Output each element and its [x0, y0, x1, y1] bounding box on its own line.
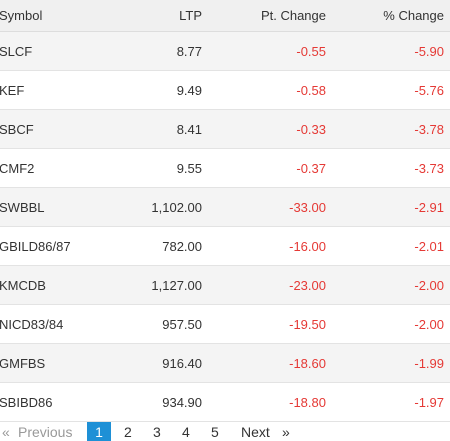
value-cell: -0.33 [296, 121, 326, 137]
header-cell: Symbol [0, 8, 43, 23]
symbol-cell: KEF [0, 82, 25, 98]
header-cell: LTP [179, 8, 202, 23]
value-cell: -16.00 [289, 238, 326, 254]
header-cell: % Change [383, 8, 444, 23]
header-row: Symbol LTP Pt. Change % Change [0, 0, 450, 32]
value-cell: 916.40 [162, 355, 202, 371]
page-link[interactable]: 1 [87, 422, 111, 441]
first-link[interactable]: « [2, 424, 10, 440]
value-cell: -33.00 [289, 199, 326, 215]
value-cell: 1,102.00 [151, 199, 202, 215]
page-link[interactable]: 5 [211, 424, 219, 440]
symbol-cell: SLCF [0, 43, 33, 59]
value-cell: 8.41 [176, 121, 202, 137]
last-link[interactable]: » [282, 424, 290, 440]
value-cell: -0.55 [296, 43, 326, 59]
value-cell: -2.01 [414, 238, 444, 254]
table-row: KEF 9.49 -0.58 -5.76 [0, 71, 450, 110]
value-cell: 9.55 [176, 160, 202, 176]
symbol-cell: GMFBS [0, 355, 46, 371]
value-cell: 8.77 [176, 43, 202, 59]
symbol-cell: GBILD86/87 [0, 238, 71, 254]
previous-link[interactable]: Previous [18, 424, 73, 440]
symbol-cell: SWBBL [0, 199, 45, 215]
value-cell: 957.50 [162, 316, 202, 332]
value-cell: -19.50 [289, 316, 326, 332]
value-cell: -3.78 [414, 121, 444, 137]
value-cell: -0.58 [296, 82, 326, 98]
value-cell: -23.00 [289, 277, 326, 293]
table-row: SBIBD86 934.90 -18.80 -1.97 [0, 383, 450, 422]
page-link[interactable]: 3 [153, 424, 161, 440]
value-cell: -0.37 [296, 160, 326, 176]
table-row: GBILD86/87 782.00 -16.00 -2.01 [0, 227, 450, 266]
value-cell: -1.97 [414, 394, 444, 410]
value-cell: -18.60 [289, 355, 326, 371]
table-row: SBCF 8.41 -0.33 -3.78 [0, 110, 450, 149]
table-row: SLCF 8.77 -0.55 -5.90 [0, 32, 450, 71]
value-cell: -1.99 [414, 355, 444, 371]
value-cell: 934.90 [162, 394, 202, 410]
value-cell: -5.76 [414, 82, 444, 98]
value-cell: -2.00 [414, 277, 444, 293]
value-cell: 9.49 [176, 82, 202, 98]
value-cell: -5.90 [414, 43, 444, 59]
value-cell: -3.73 [414, 160, 444, 176]
page-link[interactable]: 2 [124, 424, 132, 440]
symbol-cell: NICD83/84 [0, 316, 64, 332]
value-cell: 1,127.00 [151, 277, 202, 293]
value-cell: -2.00 [414, 316, 444, 332]
table-row: KMCDB 1,127.00 -23.00 -2.00 [0, 266, 450, 305]
next-link[interactable]: Next [241, 424, 270, 440]
header-cell: Pt. Change [260, 8, 326, 23]
page-link[interactable]: 4 [182, 424, 190, 440]
table-row: GMFBS 916.40 -18.60 -1.99 [0, 344, 450, 383]
table-row: CMF2 9.55 -0.37 -3.73 [0, 149, 450, 188]
table-row: SWBBL 1,102.00 -33.00 -2.91 [0, 188, 450, 227]
symbol-cell: KMCDB [0, 277, 46, 293]
table-row: NICD83/84 957.50 -19.50 -2.00 [0, 305, 450, 344]
pagination: « Previous 1 2 3 4 5 Next » [0, 422, 450, 441]
value-cell: -18.80 [289, 394, 326, 410]
symbol-cell: SBIBD86 [0, 394, 53, 410]
symbol-cell: SBCF [0, 121, 34, 137]
value-cell: -2.91 [414, 199, 444, 215]
value-cell: 782.00 [162, 238, 202, 254]
symbol-cell: CMF2 [0, 160, 35, 176]
